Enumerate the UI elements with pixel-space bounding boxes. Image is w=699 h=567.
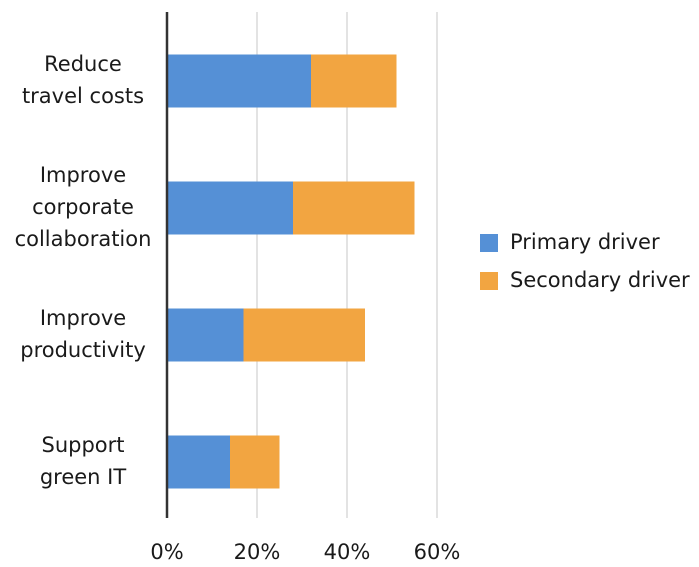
- bar-secondary-3: [230, 435, 280, 489]
- legend-label-secondary: Secondary driver: [510, 268, 690, 292]
- legend: Primary driver Secondary driver: [480, 230, 690, 292]
- category-label: collaboration: [15, 227, 152, 251]
- category-label: Support: [41, 433, 124, 457]
- category-label: corporate: [32, 195, 134, 219]
- category-label: Improve: [40, 306, 126, 330]
- category-label: travel costs: [22, 84, 144, 108]
- bar-secondary-2: [243, 308, 365, 362]
- legend-label-primary: Primary driver: [510, 230, 660, 254]
- bars: [167, 54, 415, 489]
- x-axis-tick-labels: 0% 20% 40% 60%: [150, 540, 460, 564]
- bar-secondary-0: [311, 54, 397, 108]
- bar-primary-0: [167, 54, 311, 108]
- category-labels: Reduce travel costs Improve corporate collab…: [15, 52, 152, 489]
- x-tick-label: 40%: [324, 540, 371, 564]
- bar-primary-3: [167, 435, 230, 489]
- x-tick-label: 0%: [150, 540, 183, 564]
- category-label: productivity: [20, 338, 146, 362]
- bar-primary-2: [167, 308, 244, 362]
- category-label: green IT: [40, 465, 127, 489]
- x-tick-label: 20%: [234, 540, 281, 564]
- bar-primary-1: [167, 181, 293, 235]
- category-label: Improve: [40, 163, 126, 187]
- x-tick-label: 60%: [414, 540, 461, 564]
- legend-swatch-secondary: [480, 272, 498, 290]
- bar-secondary-1: [293, 181, 415, 235]
- category-label: Reduce: [44, 52, 122, 76]
- legend-swatch-primary: [480, 234, 498, 252]
